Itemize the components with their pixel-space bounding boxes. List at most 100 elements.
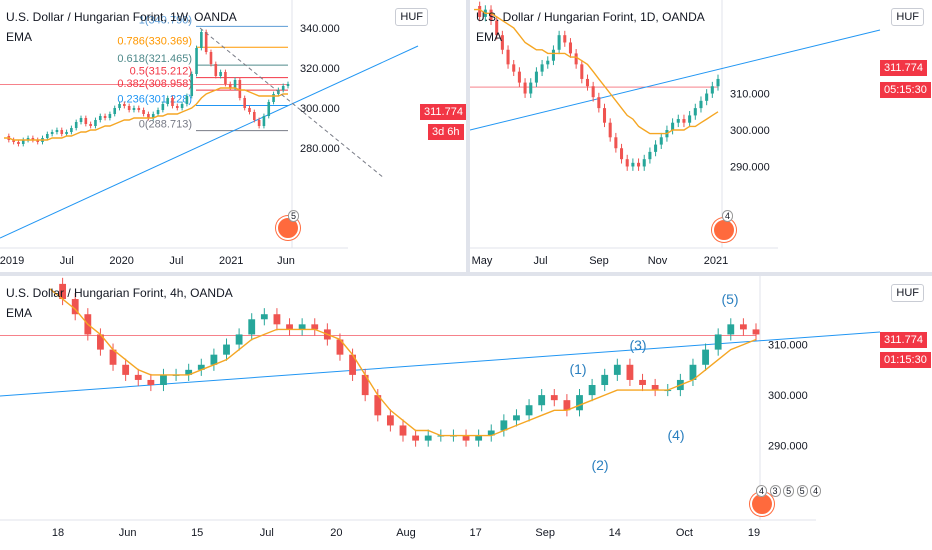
x-tick-label: Jul <box>169 255 183 267</box>
daily-chart-svg[interactable]: 290.000 300.000 310.000 May Jul Sep Nov 2021 <box>470 0 932 272</box>
x-tick-label: Sep <box>535 527 555 539</box>
daily-events-flag-icon[interactable] <box>712 218 736 242</box>
candle-body <box>243 98 246 108</box>
y-tick-label: 310.000 <box>768 340 808 352</box>
weekly-ema-label[interactable]: EMA <box>6 30 33 44</box>
candle-body <box>257 120 261 126</box>
candle-body <box>108 114 112 118</box>
candle-body <box>654 144 658 152</box>
candle-body <box>98 116 102 120</box>
candle-body <box>253 112 256 120</box>
x-tick-label: 2021 <box>219 255 243 267</box>
x-tick-label: 18 <box>52 527 64 539</box>
candle-body <box>727 324 735 335</box>
candle-body <box>31 138 35 140</box>
candle-body <box>273 314 281 325</box>
y-tick-label: 300.000 <box>730 125 770 137</box>
fib-level-label: 0(288.713) <box>139 119 192 131</box>
candle-body <box>134 374 142 380</box>
y-tick-label: 340.000 <box>300 23 340 35</box>
candle-body <box>286 324 293 330</box>
candle-body <box>17 142 20 144</box>
daily-chart-pane[interactable]: 290.000 300.000 310.000 May Jul Sep Nov 2021 U.… <box>470 0 932 272</box>
candle-body <box>219 72 222 76</box>
candle-body <box>46 134 49 138</box>
candle-body <box>671 122 675 130</box>
h4-chart-svg[interactable]: 290.000 300.000 310.000 18 Jun 15 Jul 20 Aug 17 Se… <box>0 276 932 550</box>
x-tick-label: 20 <box>330 527 342 539</box>
candle-body <box>59 283 67 300</box>
x-tick-label: 15 <box>191 527 203 539</box>
candle-body <box>705 93 709 101</box>
x-tick-label: 19 <box>748 527 760 539</box>
candle-body <box>626 364 634 380</box>
candle-body <box>123 104 126 106</box>
candle-body <box>286 84 290 86</box>
x-tick-label: Jul <box>533 255 547 267</box>
candle-body <box>702 349 709 365</box>
candle-body <box>238 80 242 98</box>
candle-body <box>127 106 131 110</box>
candle-body <box>591 86 595 98</box>
candle-body <box>651 385 659 391</box>
candle-body <box>495 20 499 36</box>
candle-body <box>195 48 198 74</box>
candle-body <box>89 124 92 126</box>
fib-level-label: 1(340.790) <box>139 14 192 26</box>
candle-body <box>197 364 205 370</box>
candle-body <box>659 137 663 145</box>
candle-body <box>557 35 561 50</box>
daily-chart-title: U.S. Dollar / Hungarian Forint, 1D, OAND… <box>476 10 705 24</box>
candle-body <box>620 148 624 160</box>
candle-body <box>517 71 521 83</box>
x-tick-label: Oct <box>676 527 693 539</box>
h4-events-counts: 4 3 5 5 4 <box>756 485 822 497</box>
weekly-chart-title: U.S. Dollar / Hungarian Forint, 1W, OAND… <box>6 10 237 24</box>
elliott-wave-label: (3) <box>629 337 646 353</box>
candle-body <box>714 334 722 350</box>
candle-body <box>70 128 73 132</box>
candle-body <box>147 379 155 385</box>
candle-body <box>235 334 243 345</box>
candle-body <box>538 395 546 406</box>
pane-divider-horizontal[interactable] <box>0 272 932 276</box>
candle-body <box>637 162 641 167</box>
h4-chart-pane[interactable]: 290.000 300.000 310.000 18 Jun 15 Jul 20 Aug 17 Se… <box>0 276 932 550</box>
candle-body <box>281 86 285 90</box>
candle-body <box>739 324 747 330</box>
candle-body <box>74 122 78 128</box>
h4-last-price-tag: 311.774 <box>880 332 927 348</box>
daily-currency-label[interactable]: HUF <box>891 8 924 26</box>
h4-ema-label[interactable]: EMA <box>6 306 33 320</box>
weekly-chart-pane[interactable]: 280.000 300.000 320.000 340.000 2019 Jul 2020 J… <box>0 0 466 272</box>
candle-body <box>262 116 266 126</box>
elliott-wave-label: (2) <box>591 457 608 473</box>
candle-body <box>568 42 572 54</box>
candle-body <box>489 9 493 21</box>
candle-body <box>147 114 150 118</box>
candle-body <box>642 159 646 167</box>
candle-body <box>523 82 527 94</box>
daily-ema-label[interactable]: EMA <box>476 30 503 44</box>
candle-body <box>190 74 194 96</box>
candle-body <box>185 369 193 375</box>
candle-body <box>248 319 256 335</box>
fib-level-label: 0.786(330.369) <box>117 35 192 47</box>
candle-body <box>267 102 271 116</box>
candle-body <box>513 415 520 421</box>
x-tick-label: Aug <box>396 527 416 539</box>
weekly-currency-label[interactable]: HUF <box>395 8 428 26</box>
candle-body <box>55 130 59 132</box>
candle-body <box>500 420 508 431</box>
candle-body <box>71 299 79 315</box>
candle-body <box>475 435 483 441</box>
pane-divider-vertical[interactable] <box>466 0 470 272</box>
candle-body <box>161 104 165 110</box>
candle-body <box>576 395 583 411</box>
h4-currency-label[interactable]: HUF <box>891 284 924 302</box>
candle-body <box>103 116 107 118</box>
weekly-chart-svg[interactable]: 280.000 300.000 320.000 340.000 2019 Jul 2020 J… <box>0 0 466 272</box>
candle-body <box>36 140 39 142</box>
candle-body <box>349 354 356 375</box>
candle-body <box>688 115 692 123</box>
